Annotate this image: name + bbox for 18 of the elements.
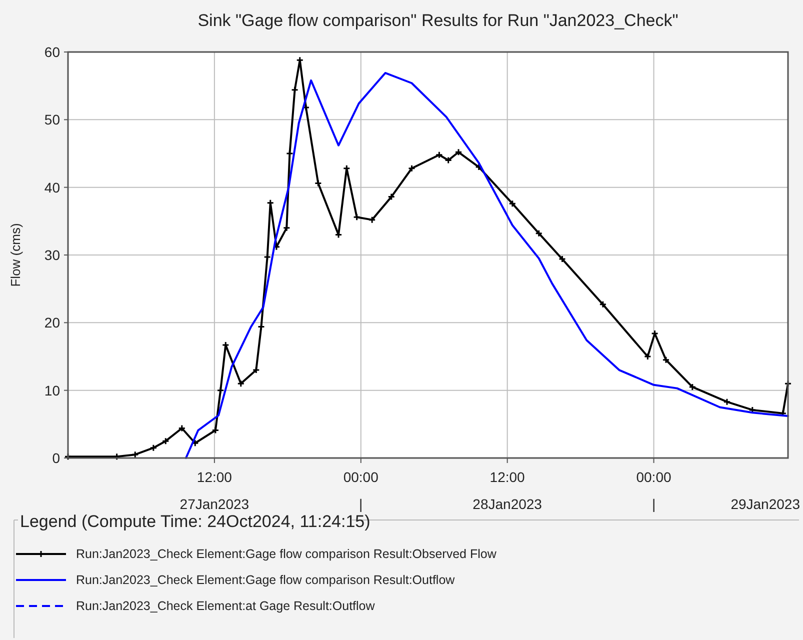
text: 29Jan2023 [730, 496, 800, 512]
x-tick-label: 12:00 28Jan2023 [472, 469, 542, 512]
y-tick-label: 30 [44, 247, 60, 263]
y-tick-label: 40 [44, 179, 60, 196]
legend-label: Run:Jan2023_Check Element:at Gage Result:Outflow [76, 599, 376, 613]
legend-label: Run:Jan2023_Check Element:Gage flow comparison Result:Observed Flow [76, 547, 498, 561]
legend-label: Run:Jan2023_Check Element:Gage flow comparison Result:Outflow [76, 573, 456, 587]
x-tick-label: 00:00 | [343, 469, 379, 512]
y-tick-label: 10 [44, 382, 60, 398]
y-tick-label: 0 [52, 450, 60, 466]
legend-title: Legend (Compute Time: 24Oct2024, 11:24:15) [20, 512, 370, 531]
y-tick-label: 20 [44, 314, 60, 331]
y-axis-title: Flow (cms) [8, 223, 23, 287]
y-tick-label: 60 [44, 44, 60, 60]
chart-title: Sink "Gage flow comparison" Results for Run "Jan2023_Check" [198, 11, 678, 30]
y-tick-label: 50 [44, 112, 60, 128]
x-tick-label: 00:00 | [636, 469, 672, 512]
x-tick-label: 12:00 27Jan2023 [180, 469, 250, 512]
